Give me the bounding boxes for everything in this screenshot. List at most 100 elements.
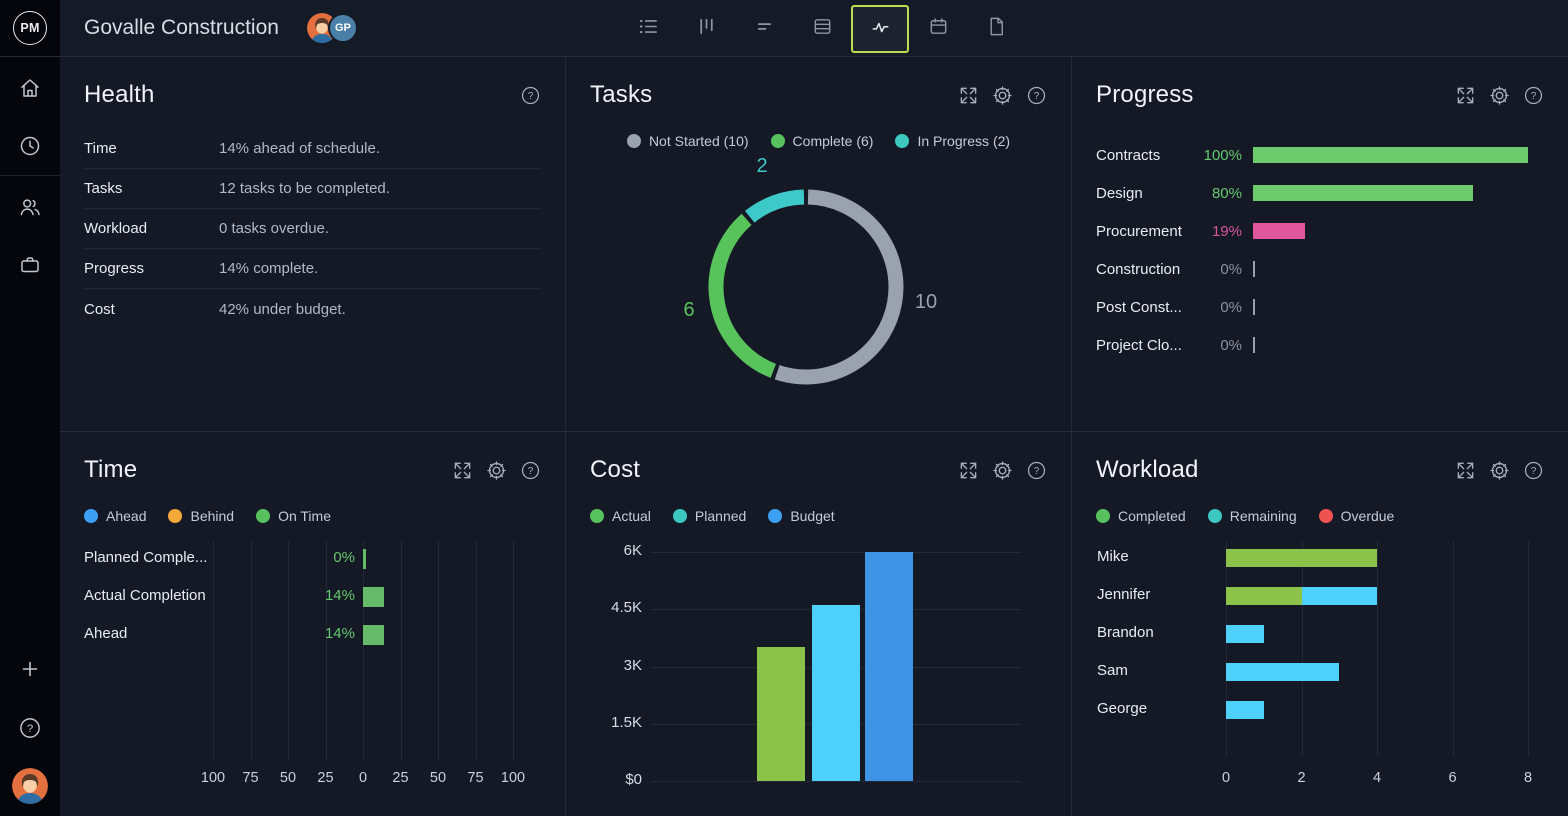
sidebar-item-team[interactable]	[18, 195, 42, 219]
legend-label: In Progress (2)	[917, 133, 1011, 149]
donut-value-complete: 6	[683, 299, 695, 321]
legend-dot	[770, 134, 785, 148]
y-axis-label: 4.5K	[611, 599, 642, 617]
toolbar-list-view[interactable]	[619, 5, 677, 53]
expand-icon[interactable]	[1455, 460, 1476, 481]
time-row-label: Actual Completion	[84, 587, 206, 604]
x-axis-label: 4	[1372, 770, 1382, 786]
panel-progress-header: Progress ?	[1072, 57, 1568, 112]
tasks-legend: Not Started (10) Complete (6) In Progress …	[566, 112, 1071, 149]
legend-item: Remaining	[1207, 508, 1297, 524]
help-icon[interactable]: ?	[1523, 85, 1544, 106]
legend-label: Completed	[1118, 508, 1186, 524]
legend-dot	[768, 509, 783, 523]
settings-icon[interactable]	[1489, 85, 1510, 106]
toolbar-board-view[interactable]	[677, 5, 735, 53]
help-icon[interactable]: ?	[1026, 460, 1047, 481]
progress-row: Design 80%	[1096, 174, 1568, 212]
sidebar-profile-avatar[interactable]	[12, 768, 48, 804]
progress-row-percent: 100%	[1203, 146, 1242, 164]
sidebar-item-recent[interactable]	[18, 134, 42, 158]
donut-value-in-progress: 2	[756, 155, 768, 177]
settings-icon[interactable]	[1489, 460, 1510, 481]
legend-label: Overdue	[1340, 508, 1395, 524]
legend-dot	[672, 509, 687, 523]
progress-row: Project Clo... 0%	[1096, 326, 1568, 364]
y-axis-label: $0	[625, 771, 642, 788]
progress-row-percent: 0%	[1220, 260, 1242, 278]
progress-bar-track	[1253, 299, 1528, 315]
progress-row-label: Contracts	[1096, 146, 1161, 164]
panel-time: Time ? Ahead Behind On Time 100 75 50 25 0 25 50…	[60, 432, 565, 816]
sidebar-item-home[interactable]	[18, 76, 42, 100]
panel-workload-header: Workload ?	[1072, 432, 1568, 487]
toolbar-dashboard-view[interactable]	[851, 4, 909, 53]
help-icon[interactable]: ?	[520, 460, 541, 481]
donut-segment-complete	[708, 213, 777, 378]
health-row-value: 14% ahead of schedule.	[219, 140, 380, 157]
workload-legend: Completed Remaining Overdue	[1072, 487, 1568, 524]
time-legend: Ahead Behind On Time	[60, 487, 565, 524]
expand-icon[interactable]	[958, 85, 979, 106]
grid-line	[513, 541, 514, 761]
panel-title: Progress	[1096, 81, 1194, 108]
workload-row-label: Sam	[1097, 662, 1128, 679]
legend-dot	[84, 509, 98, 523]
legend-label: Ahead	[106, 508, 147, 524]
help-icon[interactable]: ?	[1523, 460, 1544, 481]
help-icon[interactable]: ?	[520, 85, 541, 106]
grid-line	[288, 541, 289, 761]
expand-icon[interactable]	[1455, 85, 1476, 106]
panel-tasks-header: Tasks ?	[566, 57, 1071, 112]
toolbar-table-view[interactable]	[793, 5, 851, 53]
legend-dot	[590, 509, 604, 523]
avatar-group: GP	[306, 13, 358, 43]
panel-health-header: Health ?	[60, 57, 565, 112]
expand-icon[interactable]	[958, 460, 979, 481]
settings-icon[interactable]	[486, 460, 507, 481]
legend-item: Budget	[768, 508, 835, 524]
app-logo-button[interactable]: PM	[0, 0, 60, 56]
panel-title: Workload	[1096, 456, 1199, 483]
y-axis-label: 6K	[623, 542, 642, 559]
grid-line	[651, 552, 1021, 553]
help-icon[interactable]: ?	[1026, 85, 1047, 106]
progress-row-label: Procurement	[1096, 222, 1182, 240]
progress-row-percent: 0%	[1220, 336, 1242, 354]
grid-line	[651, 609, 1021, 611]
progress-zero-tick	[1253, 261, 1255, 277]
panel-progress: Progress ? Contracts 100% Design 80% Procure…	[1072, 57, 1568, 431]
panel-title: Time	[84, 456, 138, 483]
panel-tasks: Tasks ? Not Started (10) Complete (6) In P…	[566, 57, 1071, 431]
doc-icon	[985, 15, 1008, 43]
progress-bar	[1253, 185, 1473, 201]
svg-text:?: ?	[1034, 91, 1040, 102]
legend-label: Behind	[190, 508, 235, 524]
project-title: Govalle Construction	[84, 16, 279, 39]
grid-line	[651, 723, 1021, 725]
toolbar-calendar-view[interactable]	[909, 5, 967, 53]
avatar-member-gp[interactable]: GP	[327, 13, 358, 43]
sidebar-item-help[interactable]: ?	[18, 716, 42, 740]
toolbar-document-view[interactable]	[967, 5, 1025, 53]
x-axis-label: 2	[1297, 770, 1306, 786]
grid-line	[325, 541, 327, 761]
grid-line	[213, 541, 214, 761]
x-axis-label: 0	[1221, 770, 1231, 786]
legend-label: Budget	[790, 508, 835, 524]
sidebar-item-add-new[interactable]	[18, 657, 42, 681]
progress-bar-track	[1253, 223, 1528, 239]
progress-row: Contracts 100%	[1096, 136, 1568, 174]
settings-icon[interactable]	[992, 85, 1013, 106]
workload-bar-segment	[1226, 625, 1264, 643]
sidebar-item-portfolio[interactable]	[18, 253, 42, 277]
settings-icon[interactable]	[992, 460, 1013, 481]
table-icon	[811, 15, 834, 43]
users-icon	[20, 199, 40, 216]
legend-item: Actual	[590, 508, 651, 524]
toolbar-gantt-view[interactable]	[735, 5, 793, 53]
expand-icon[interactable]	[452, 460, 473, 481]
grid-line	[1377, 541, 1378, 756]
panel-actions: ?	[1455, 460, 1544, 481]
workload-bar-segment	[1226, 701, 1264, 719]
